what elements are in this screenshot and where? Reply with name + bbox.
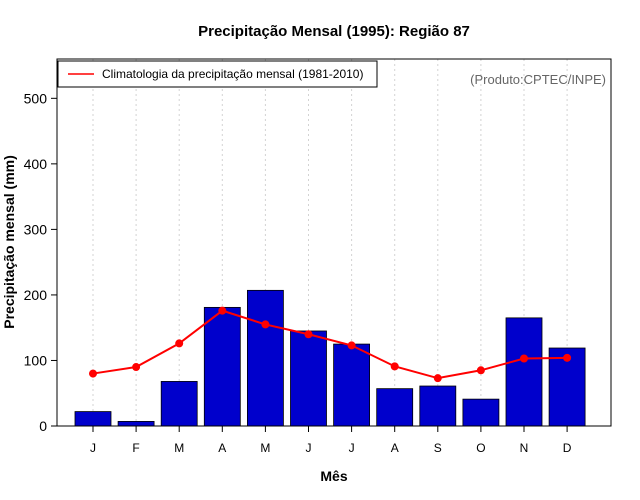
- bar-a-8: [376, 388, 414, 427]
- bar-o-10: [462, 398, 500, 427]
- y-tick-label: 400: [24, 156, 48, 172]
- bar-s-9: [419, 385, 457, 427]
- x-tick-label: A: [391, 441, 399, 455]
- climatology-line: [92, 309, 568, 380]
- bar-m-3: [160, 381, 198, 427]
- climatology-point-8: [390, 362, 399, 371]
- bar-j-6: [290, 330, 327, 427]
- bar-series: [74, 289, 586, 427]
- chart-title: Precipitação Mensal (1995): Região 87: [198, 23, 470, 40]
- x-tick-label: O: [476, 441, 485, 455]
- climatology-point-5: [261, 320, 270, 329]
- bar-m-5: [246, 289, 284, 427]
- bar-j-7: [333, 343, 371, 427]
- x-tick-label: S: [434, 441, 442, 455]
- bar-n-11: [505, 317, 543, 427]
- x-tick-label: J: [306, 441, 312, 455]
- legend: Climatologia da precipitação mensal (198…: [57, 60, 378, 88]
- y-tick-label: 100: [24, 352, 48, 368]
- plot-frame: [56, 58, 612, 427]
- bar-f-2: [117, 421, 155, 427]
- x-tick-label: M: [260, 441, 270, 455]
- climatology-point-6: [304, 330, 313, 339]
- x-tick-label: D: [563, 441, 572, 455]
- y-axis-label: Precipitação mensal (mm): [1, 155, 17, 329]
- y-tick-label: 0: [39, 418, 47, 434]
- climatology-line-series: [89, 306, 572, 383]
- source-credit: (Produto:CPTEC/INPE): [470, 72, 606, 87]
- climatology-point-12: [563, 353, 572, 362]
- climatology-point-4: [218, 306, 227, 315]
- climatology-point-7: [347, 341, 356, 350]
- climatology-point-2: [132, 363, 141, 372]
- legend-entry-climatology: Climatologia da precipitação mensal (198…: [102, 67, 363, 81]
- y-tick-label: 200: [24, 287, 48, 303]
- y-tick-label: 300: [24, 221, 48, 237]
- y-tick-label: 500: [24, 90, 48, 106]
- climatology-point-10: [476, 366, 485, 375]
- grid-lines: [92, 59, 568, 426]
- legend-box: [57, 60, 378, 88]
- x-tick-label: J: [90, 441, 96, 455]
- x-tick-label: F: [132, 441, 139, 455]
- x-tick-label: A: [218, 441, 226, 455]
- climatology-point-9: [433, 374, 442, 383]
- y-axis-ticks: 0 100 200 300 400 500: [24, 90, 57, 434]
- x-tick-label: M: [174, 441, 184, 455]
- x-tick-label: N: [520, 441, 529, 455]
- climatology-point-3: [175, 339, 184, 348]
- climatology-point-11: [520, 354, 528, 363]
- x-axis-label: Mês: [320, 468, 347, 484]
- climatology-point-1: [89, 369, 97, 378]
- bar-a-4: [203, 306, 241, 427]
- bar-j-1: [74, 411, 112, 427]
- x-tick-label: J: [349, 441, 355, 455]
